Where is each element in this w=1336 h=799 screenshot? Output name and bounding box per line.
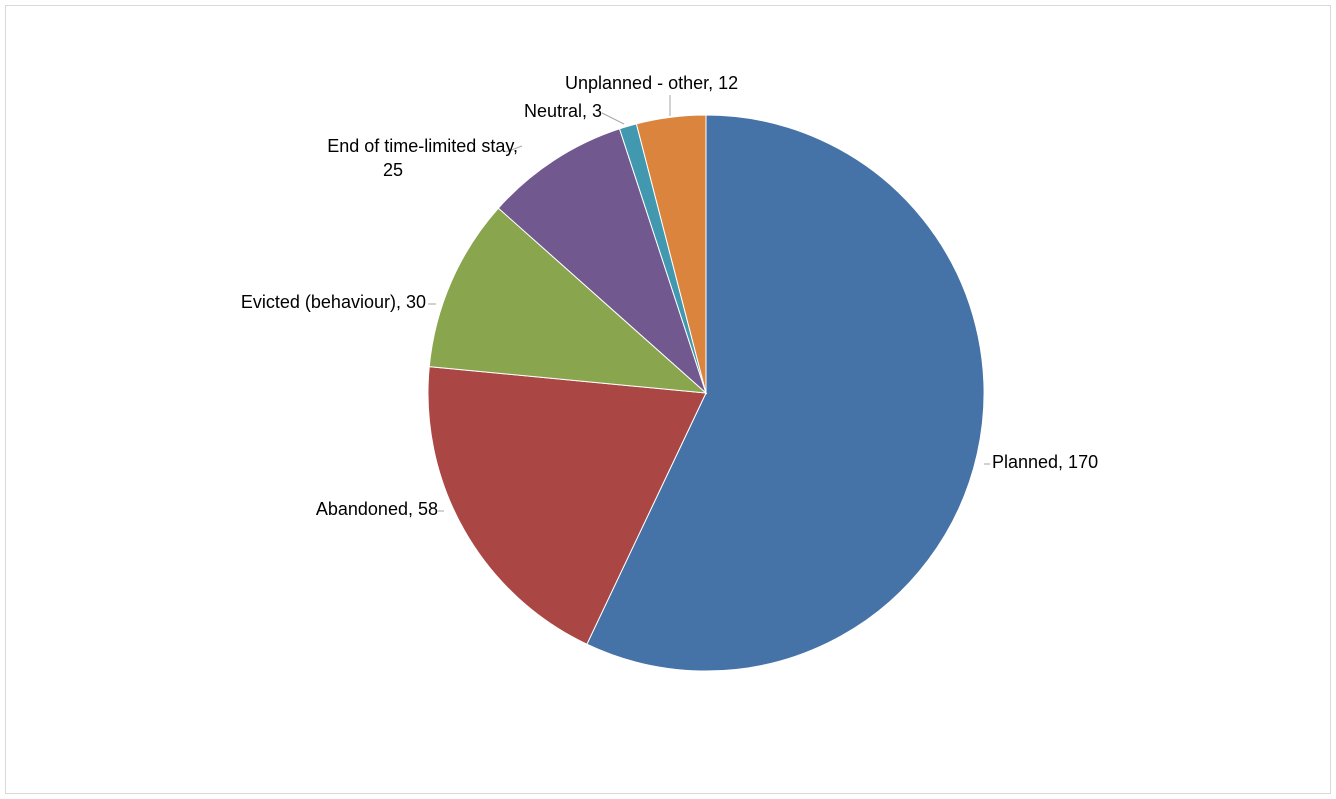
data-label-line: Neutral, 3: [524, 101, 602, 121]
data-label: End of time-limited stay, 25: [327, 136, 518, 180]
data-label-line: 25: [383, 160, 403, 180]
data-label: Abandoned, 58: [316, 499, 438, 519]
data-label-line: End of time-limited stay,: [327, 136, 518, 156]
data-label: Evicted (behaviour), 30: [241, 292, 426, 312]
data-label-line: Planned, 170: [992, 452, 1098, 472]
data-label: Planned, 170: [992, 452, 1098, 472]
data-label: Neutral, 3: [524, 101, 602, 121]
slices-layer: [427, 114, 985, 672]
pie-slice-planned: [586, 114, 985, 672]
pie-slice-end-of-time-limited-stay: [497, 128, 708, 395]
pie-slice-unplanned-other: [635, 114, 707, 394]
data-labels: Planned, 170 Abandoned, 58 Evicted (behavi…: [241, 73, 1098, 519]
leader-line: [601, 112, 625, 125]
data-label-line: Abandoned, 58: [316, 499, 438, 519]
leader-line: [505, 145, 523, 153]
data-label-line: Evicted (behaviour), 30: [241, 292, 426, 312]
data-label-line: Unplanned - other, 12: [565, 73, 738, 93]
leader-lines: [428, 95, 990, 512]
pie-slice-abandoned: [427, 366, 707, 645]
pie-slice-evicted-behaviour: [428, 207, 708, 394]
data-label: Unplanned - other, 12: [565, 73, 738, 93]
